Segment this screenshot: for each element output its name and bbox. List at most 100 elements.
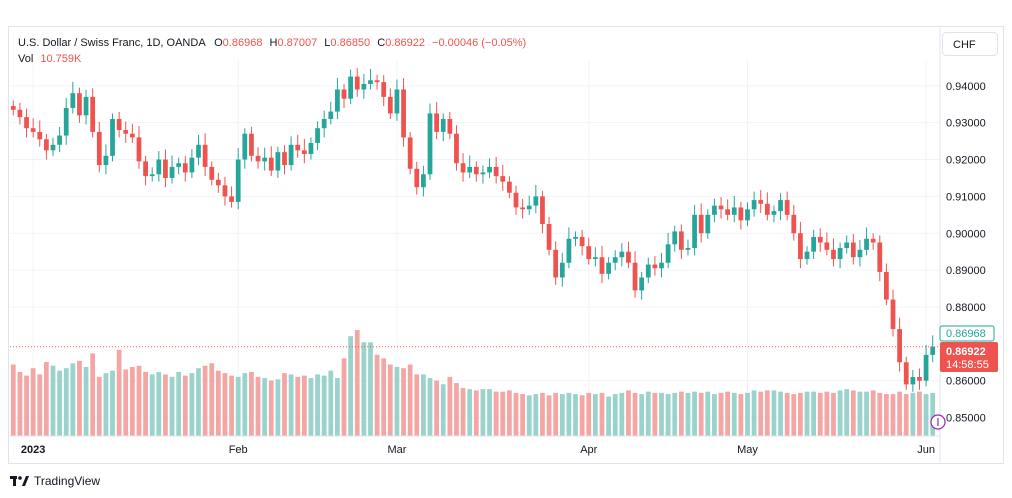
volume-bar bbox=[844, 389, 850, 436]
volume-bar bbox=[460, 387, 466, 436]
volume-bar bbox=[116, 349, 122, 436]
candle-body bbox=[619, 251, 625, 258]
candle-body bbox=[288, 144, 294, 166]
candle-body bbox=[242, 133, 248, 160]
high-value: 0.87007 bbox=[277, 37, 318, 49]
candle-body bbox=[784, 200, 790, 215]
volume-bar bbox=[592, 394, 598, 436]
volume-bar bbox=[90, 353, 96, 436]
volume-bar bbox=[354, 330, 360, 436]
candle-body bbox=[672, 231, 678, 245]
candle-body bbox=[354, 76, 360, 90]
candle-body bbox=[506, 181, 512, 193]
y-tick-label: 0.86000 bbox=[946, 376, 986, 388]
close-value: 0.86922 bbox=[385, 37, 425, 49]
candle-body bbox=[196, 144, 201, 158]
volume-bar bbox=[632, 392, 638, 436]
chart-settings-icon[interactable] bbox=[930, 414, 946, 430]
volume-bar bbox=[870, 390, 876, 436]
candle-body bbox=[70, 93, 76, 108]
candle-body bbox=[870, 238, 876, 243]
volume-bar bbox=[288, 374, 294, 436]
volume-bar bbox=[645, 391, 651, 436]
candle-body bbox=[90, 96, 96, 132]
volume-bar bbox=[487, 389, 492, 436]
candle-body bbox=[143, 161, 148, 177]
volume-bar bbox=[837, 390, 843, 436]
candle-body bbox=[123, 130, 129, 134]
candle-body bbox=[930, 346, 936, 355]
volume-bar bbox=[229, 375, 234, 436]
candle-body bbox=[414, 168, 420, 188]
x-tick-label: Mar bbox=[387, 444, 406, 456]
volume-bar bbox=[235, 376, 241, 436]
volume-bar bbox=[850, 390, 856, 436]
candle-body bbox=[738, 207, 744, 221]
currency-button[interactable]: CHF bbox=[942, 32, 998, 56]
volume-bar bbox=[890, 394, 896, 436]
candle-body bbox=[24, 117, 29, 129]
candle-body bbox=[857, 249, 863, 258]
candle-body bbox=[718, 205, 724, 210]
volume-bar bbox=[698, 392, 704, 436]
candle-body bbox=[791, 214, 797, 234]
symbol-title[interactable]: U.S. Dollar / Swiss Franc, 1D, OANDA bbox=[18, 37, 206, 49]
candle-body bbox=[586, 246, 592, 260]
candle-body bbox=[612, 257, 618, 263]
volume-bar bbox=[123, 369, 129, 436]
volume-bar bbox=[381, 358, 387, 436]
volume-bar bbox=[427, 378, 433, 436]
candle-body bbox=[897, 329, 903, 363]
volume-bar bbox=[156, 371, 162, 436]
volume-bar bbox=[447, 376, 453, 436]
volume-bar bbox=[811, 391, 817, 436]
candle-body bbox=[705, 214, 711, 234]
candle-body bbox=[559, 262, 565, 278]
volume-bar bbox=[189, 373, 195, 436]
volume-bar bbox=[804, 391, 810, 436]
candle-body bbox=[136, 137, 142, 162]
volume-bar bbox=[480, 389, 486, 436]
volume-bar bbox=[745, 392, 750, 436]
price-axis: 0.94000 0.93000 0.92000 0.91000 0.90000 0.890… bbox=[9, 28, 986, 462]
volume-bar bbox=[249, 371, 254, 436]
candle-body bbox=[877, 242, 883, 272]
x-tick-label: 2023 bbox=[21, 444, 45, 456]
candle-body bbox=[374, 80, 380, 83]
volume-bar bbox=[857, 391, 863, 436]
candle-body bbox=[368, 80, 373, 84]
candle-body bbox=[811, 236, 817, 252]
volume-bar bbox=[348, 336, 354, 436]
volume-bar bbox=[149, 374, 155, 436]
volume-bar bbox=[255, 376, 261, 436]
candle-body bbox=[632, 262, 638, 291]
volume-bar bbox=[652, 392, 658, 436]
volume-bar bbox=[434, 380, 440, 436]
brand-name[interactable]: TradingView bbox=[34, 474, 101, 488]
volume-bar bbox=[361, 342, 367, 436]
volume-bar bbox=[421, 374, 426, 436]
candle-body bbox=[592, 257, 598, 260]
tradingview-logo-icon[interactable] bbox=[10, 475, 30, 487]
volume-bar bbox=[335, 378, 340, 436]
volume-bar bbox=[202, 365, 208, 436]
chart-legend: U.S. Dollar / Swiss Franc, 1D, OANDA O0.… bbox=[18, 35, 526, 67]
candle-body bbox=[579, 236, 585, 247]
candle-body bbox=[149, 174, 155, 177]
y-tick-label: 0.85000 bbox=[946, 413, 986, 425]
candle-body bbox=[249, 133, 254, 156]
volume-bar bbox=[129, 366, 135, 436]
volume-bar bbox=[672, 392, 678, 436]
volume-bar bbox=[619, 392, 625, 436]
candle-body bbox=[817, 236, 823, 243]
volume-bar bbox=[599, 392, 605, 436]
candle-body bbox=[487, 166, 492, 173]
candle-body bbox=[884, 271, 889, 300]
volume-bar bbox=[493, 391, 499, 436]
candle-body bbox=[606, 262, 611, 274]
volume-bar bbox=[884, 394, 889, 436]
volume-bar bbox=[96, 376, 102, 436]
candle-body bbox=[526, 205, 532, 210]
volume-bar bbox=[791, 394, 797, 436]
